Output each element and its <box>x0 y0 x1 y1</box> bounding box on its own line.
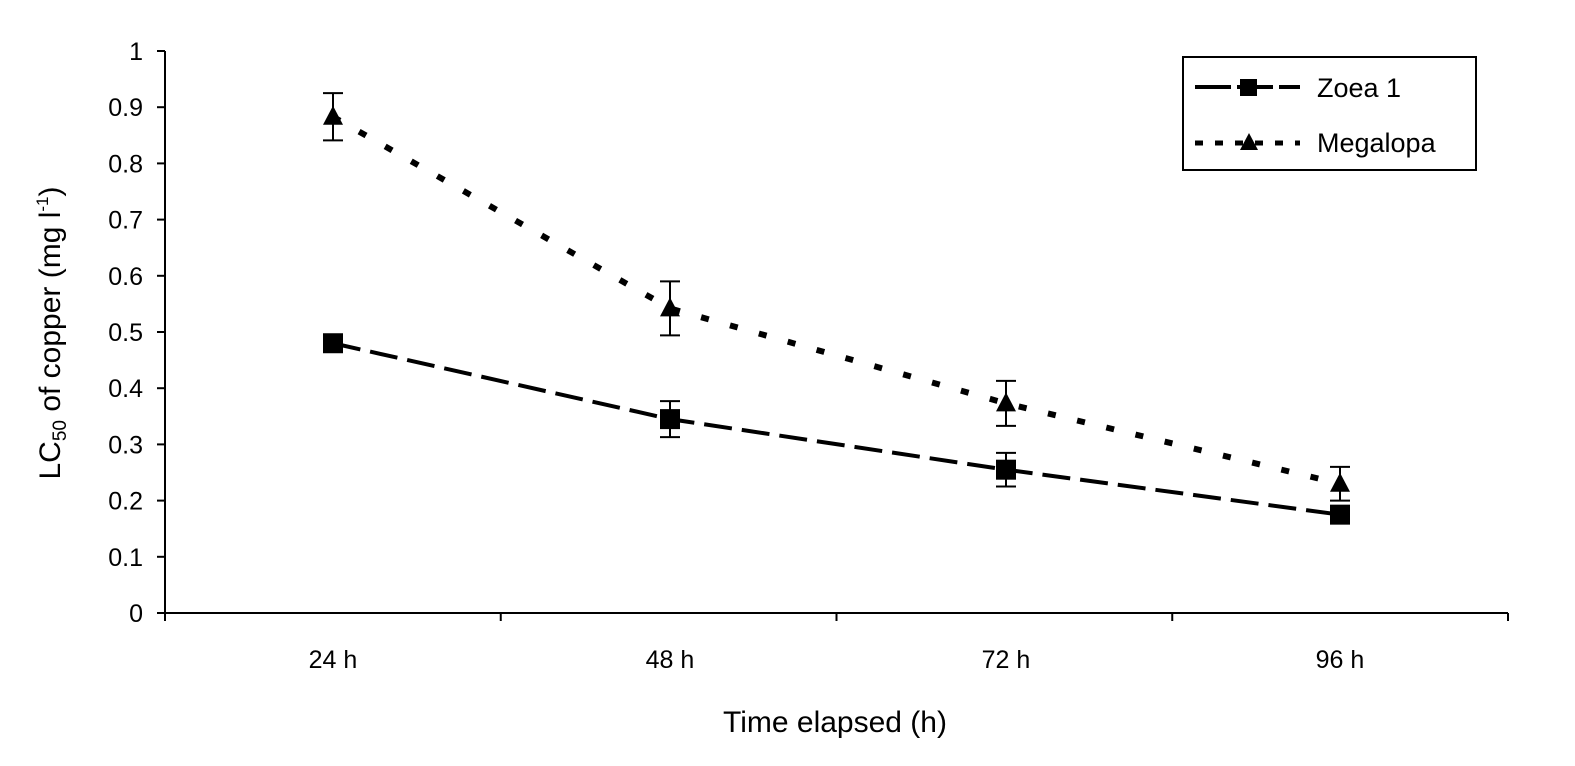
legend-label-megalopa: Megalopa <box>1317 128 1437 158</box>
x-axis-title: Time elapsed (h) <box>723 706 947 739</box>
y-tick-label: 0.6 <box>108 263 143 291</box>
data-point-zoea-1 <box>1330 504 1350 525</box>
series-line-megalopa <box>331 114 1341 487</box>
y-tick-label: 0.3 <box>108 431 143 459</box>
y-axis-title: LC50 of copper (mg l-1) <box>33 186 71 479</box>
y-tick-label: 0.2 <box>108 488 143 516</box>
x-tick-label: 24 h <box>309 646 358 674</box>
y-tick-label: 0.5 <box>108 319 143 347</box>
x-axis-ticks: 24 h 48 h 72 h 96 h <box>164 613 1509 674</box>
data-point-megalopa <box>323 105 343 125</box>
y-axis-ticks: 0 0.1 0.2 0.3 0.4 0.5 0.6 0.7 0.8 0.9 1 <box>108 38 165 628</box>
y-tick-label: 0.4 <box>108 375 143 403</box>
x-tick-label: 48 h <box>646 646 695 674</box>
legend-marker-megalopa <box>1240 133 1258 150</box>
data-point-megalopa <box>1330 472 1350 492</box>
y-tick-label: 1 <box>129 38 143 66</box>
series-layer <box>323 92 1350 525</box>
series-line-zoea-1 <box>332 341 1341 517</box>
y-tick-label: 0.7 <box>108 207 143 235</box>
y-tick-label: 0.1 <box>108 544 143 572</box>
legend-box <box>1182 56 1477 171</box>
legend-item-megalopa: Megalopa <box>1195 128 1437 158</box>
x-tick-label: 72 h <box>982 646 1031 674</box>
y-tick-label: 0.9 <box>108 94 143 122</box>
series-zoea-1 <box>323 333 1350 525</box>
legend-marker-zoea-1 <box>1240 79 1257 96</box>
x-tick-label: 96 h <box>1316 646 1365 674</box>
y-tick-label: 0.8 <box>108 150 143 178</box>
data-point-megalopa <box>996 392 1016 412</box>
legend-item-zoea-1: Zoea 1 <box>1195 73 1401 103</box>
legend-label-zoea-1: Zoea 1 <box>1317 73 1401 103</box>
data-point-megalopa <box>660 297 680 317</box>
y-tick-label: 0 <box>129 600 143 628</box>
data-point-zoea-1 <box>660 409 680 430</box>
data-point-zoea-1 <box>996 459 1016 480</box>
data-point-zoea-1 <box>323 333 343 354</box>
legend: Zoea 1 Megalopa <box>1182 56 1477 171</box>
series-megalopa <box>323 92 1350 502</box>
